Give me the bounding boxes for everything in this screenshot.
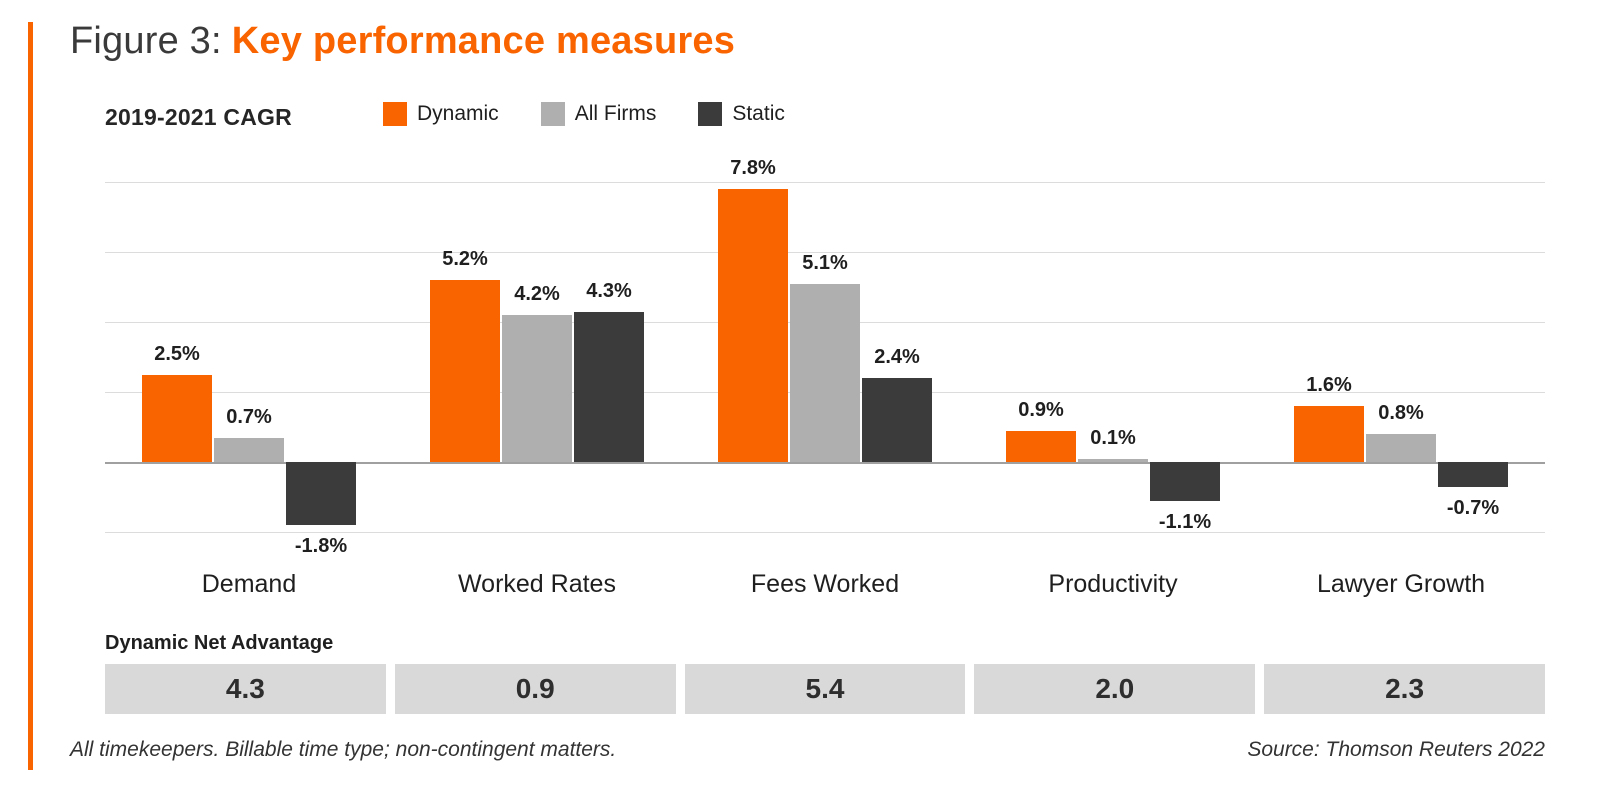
value-label-all-firms-worked-rates: 4.2% [514,283,560,305]
net-advantage-cell-demand: 4.3 [105,664,386,714]
bar-dynamic-demand [142,374,212,462]
value-label-dynamic-lawyer-growth: 1.6% [1306,374,1352,396]
legend-label-static: Static [732,102,785,125]
value-label-dynamic-productivity: 0.9% [1018,398,1064,421]
legend-swatch-static [698,102,723,126]
gridline-8pct [105,182,1545,183]
bar-static-fees-worked [862,378,932,462]
value-label-static-demand: -1.8% [294,535,348,557]
value-label-all-firms-demand: 0.7% [226,405,272,428]
net-advantage-row: 4.3 0.9 5.4 2.0 2.3 [105,664,1545,714]
value-label-static-worked-rates: 4.3% [586,279,632,302]
legend-label-all-firms: All Firms [574,102,657,125]
legend-swatch-all-firms [540,102,565,126]
gridline--2pct [105,532,1545,533]
bar-static-productivity [1150,462,1220,501]
chart-title: 2019-2021 CAGR [105,104,292,130]
legend-label-dynamic: Dynamic [417,102,499,125]
value-label-static-lawyer-growth: -0.7% [1446,496,1500,519]
source-note: Source: Thomson Reuters 2022 [1247,738,1545,761]
category-label-fees-worked: Fees Worked [750,570,900,598]
bar-all-firms-lawyer-growth [1366,434,1436,462]
legend-item-static: Static [698,102,785,126]
net-advantage-cell-productivity: 2.0 [974,664,1256,714]
value-label-static-fees-worked: 2.4% [874,346,920,368]
value-label-static-productivity: -1.1% [1158,510,1212,533]
category-axis: Demand Worked Rates Fees Worked Productivit… [105,570,1545,599]
value-label-dynamic-fees-worked: 7.8% [730,157,776,179]
bar-dynamic-fees-worked [718,189,788,462]
bar-all-firms-worked-rates [502,315,572,462]
net-advantage-cell-lawyer-growth: 2.3 [1264,664,1545,714]
value-label-all-firms-fees-worked: 5.1% [802,251,848,274]
accent-bar [28,22,33,770]
value-label-all-firms-productivity: 0.1% [1090,426,1136,449]
figure-title-text: Key performance measures [231,20,736,62]
legend-item-dynamic: Dynamic [383,102,499,126]
bar-static-demand [286,462,356,525]
bar-dynamic-productivity [1006,430,1076,462]
gridline-6pct [105,252,1545,253]
net-advantage-cell-fees-worked: 5.4 [684,664,966,714]
value-label-dynamic-worked-rates: 5.2% [442,248,488,270]
bar-static-worked-rates [574,311,644,462]
net-advantage-label: Dynamic Net Advantage [105,632,334,654]
bar-chart-plot: 2.5% 0.7% -1.8% 5.2% 4.2% 4.3% 7.8% 5.1% 2.4% 0.9… [105,157,1545,557]
net-advantage-cell-worked-rates: 0.9 [394,664,676,714]
bar-all-firms-fees-worked [790,283,860,462]
legend-swatch-dynamic [383,102,407,126]
bar-dynamic-lawyer-growth [1294,406,1364,462]
value-label-dynamic-demand: 2.5% [154,342,200,365]
bar-static-lawyer-growth [1438,462,1508,487]
zero-axis-line [105,462,1545,464]
bar-all-firms-productivity [1078,458,1148,462]
category-label-productivity: Productivity [1048,570,1178,598]
chart-legend: Dynamic All Firms Static [383,102,785,126]
figure-number: Figure 3: [70,20,222,62]
bar-dynamic-worked-rates [430,280,500,462]
value-label-all-firms-lawyer-growth: 0.8% [1378,402,1424,424]
figure-title: Figure 3: Key performance measures [70,20,735,63]
footnote: All timekeepers. Billable time type; non… [70,738,617,761]
bar-all-firms-demand [214,437,284,462]
category-label-lawyer-growth: Lawyer Growth [1316,570,1486,598]
legend-item-all-firms: All Firms [540,102,657,126]
category-label-worked-rates: Worked Rates [458,570,616,598]
category-label-demand: Demand [201,570,297,598]
